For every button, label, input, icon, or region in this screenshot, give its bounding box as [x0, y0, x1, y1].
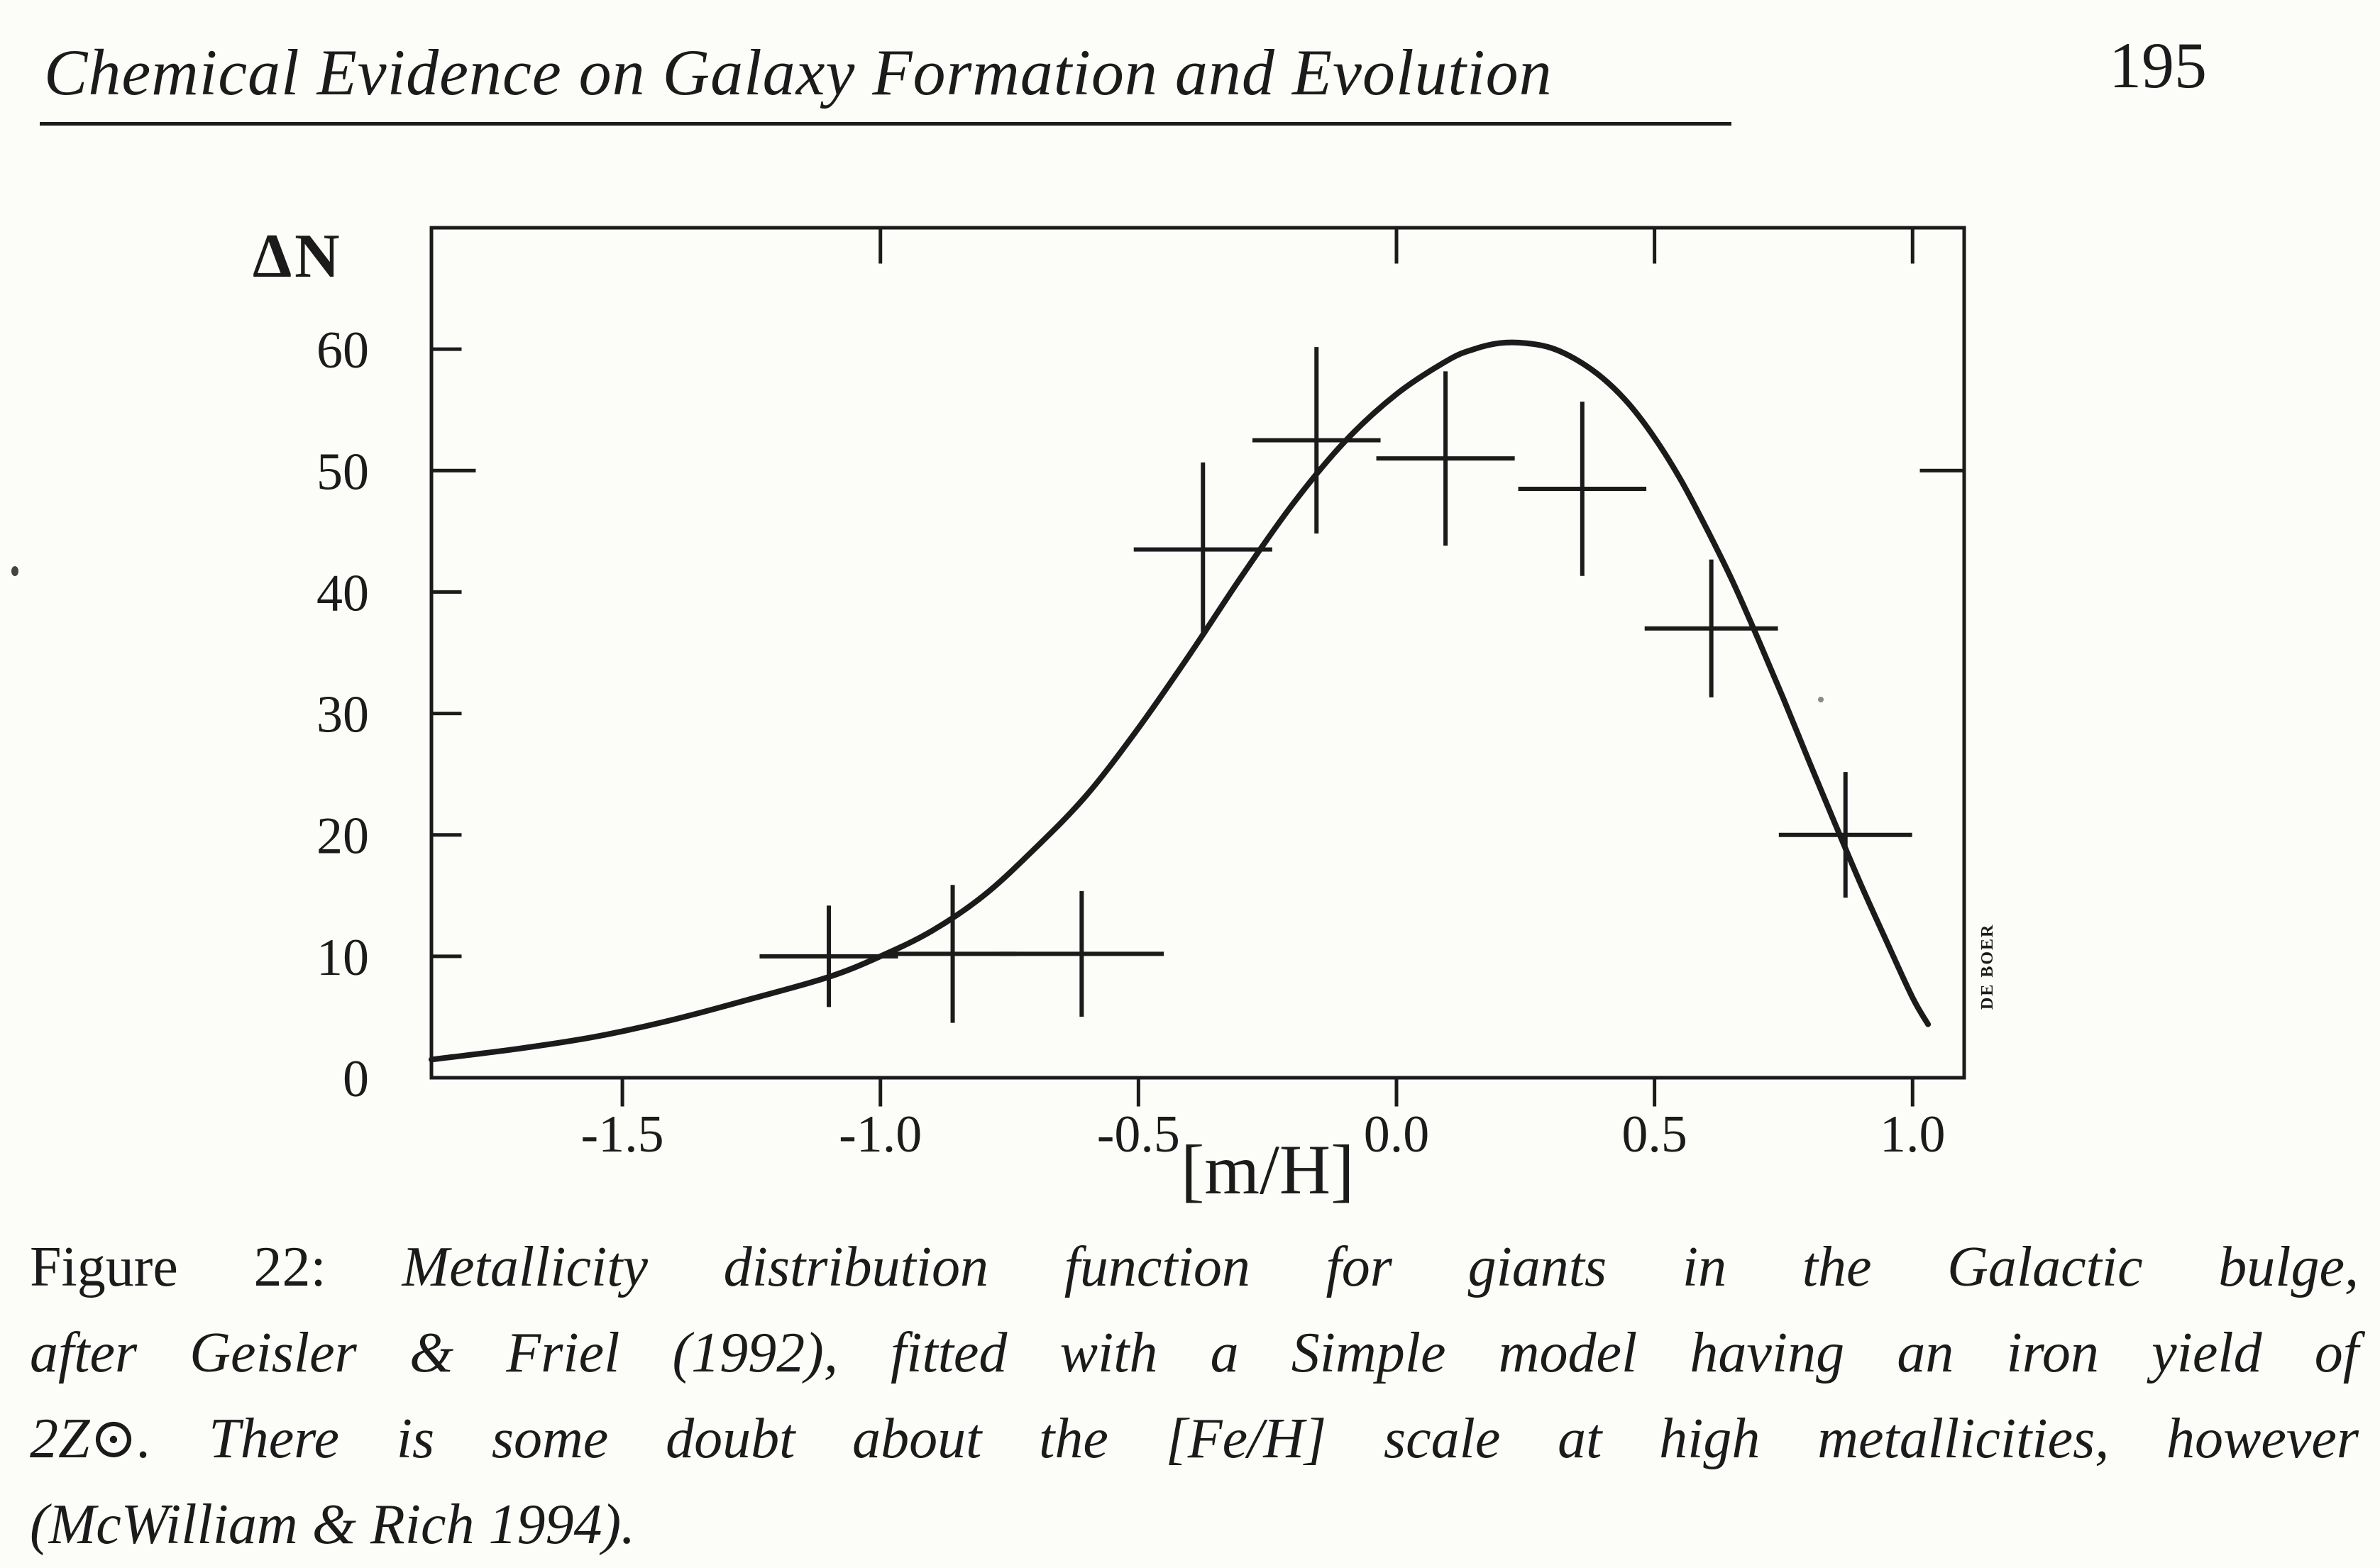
scan-artifact-dot — [11, 566, 18, 576]
svg-text:[m/H]: [m/H] — [1181, 1130, 1354, 1209]
svg-text:-1.5: -1.5 — [581, 1105, 664, 1164]
caption-line-1-text: Metallicity distribution function for gi… — [402, 1236, 2359, 1298]
svg-text:0: 0 — [343, 1050, 369, 1108]
caption-line-1: Figure 22: Metallicity distribution func… — [30, 1225, 2359, 1310]
scan-artifact-dot — [1818, 697, 1824, 702]
svg-text:1.0: 1.0 — [1880, 1105, 1946, 1164]
svg-text:DE BOER: DE BOER — [1978, 924, 1997, 1010]
svg-text:0.5: 0.5 — [1621, 1105, 1687, 1164]
page-number: 195 — [2109, 29, 2207, 101]
svg-text:10: 10 — [316, 929, 369, 987]
figure-caption: Figure 22: Metallicity distribution func… — [30, 1225, 2359, 1568]
svg-text:ΔN: ΔN — [253, 222, 343, 291]
running-head-title: Chemical Evidence on Galaxy Formation an… — [44, 36, 1553, 109]
header-rule — [40, 122, 1731, 126]
data-points — [759, 347, 1912, 1023]
svg-text:40: 40 — [316, 564, 369, 622]
caption-line-3: 2Z⊙. There is some doubt about the [Fe/H… — [30, 1408, 2359, 1470]
simple-model-fit-line — [429, 339, 1932, 1063]
figure-chart-svg: 60 50 40 30 20 10 0 -1.5 -1.0 -0.5 0.0 0.5 1.0 ΔN [m/H… — [253, 222, 1997, 1209]
svg-text:20: 20 — [316, 807, 369, 866]
caption-figure-label: Figure 22: — [30, 1236, 326, 1298]
svg-text:-1.0: -1.0 — [839, 1105, 922, 1164]
plot-frame — [429, 226, 1966, 1080]
svg-text:50: 50 — [316, 443, 369, 501]
credit-stamp: DE BOER — [1978, 924, 1997, 1010]
svg-text:60: 60 — [316, 321, 369, 380]
chart-axes: 60 50 40 30 20 10 0 -1.5 -1.0 -0.5 0.0 0.5 1.0 ΔN [m/H… — [253, 222, 1966, 1209]
svg-text:-0.5: -0.5 — [1097, 1105, 1180, 1164]
caption-line-2: after Geisler & Friel (1992), fitted wit… — [30, 1322, 2359, 1384]
svg-text:30: 30 — [316, 686, 369, 744]
model-curve — [429, 339, 1932, 1063]
figure-22-chart: 60 50 40 30 20 10 0 -1.5 -1.0 -0.5 0.0 0.5 1.0 ΔN [m/H… — [248, 211, 2285, 1261]
svg-text:0.0: 0.0 — [1364, 1105, 1430, 1164]
caption-line-4: (McWilliam & Rich 1994). — [30, 1494, 636, 1556]
